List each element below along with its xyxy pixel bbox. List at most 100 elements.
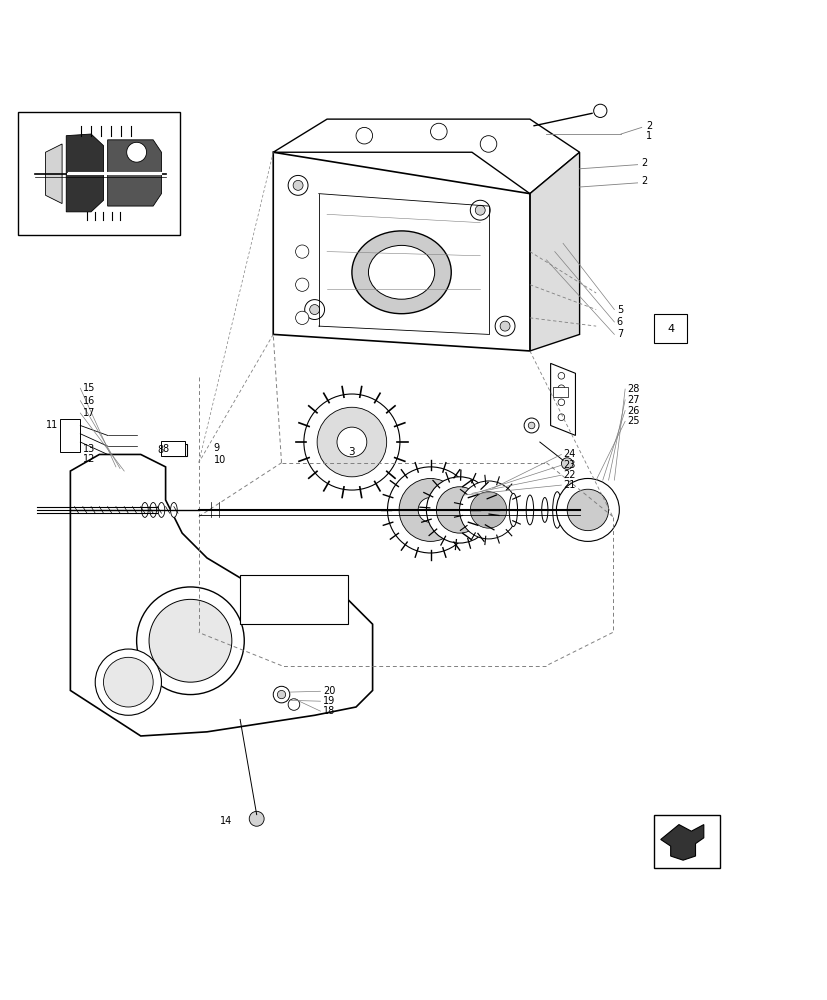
Circle shape [459,481,517,539]
Text: 7: 7 [616,329,623,339]
Bar [240,575,347,624]
Text: 20: 20 [323,686,335,696]
Circle shape [557,385,564,392]
Text: 24: 24 [562,449,575,459]
Circle shape [304,300,324,319]
Polygon shape [529,152,579,351]
Circle shape [470,200,490,220]
Text: 2: 2 [645,121,652,131]
Text: 2: 2 [641,176,648,186]
Text: 4: 4 [667,324,673,334]
Circle shape [426,477,492,543]
Circle shape [566,489,608,531]
Circle shape [249,811,264,826]
Circle shape [277,690,285,699]
Ellipse shape [552,492,561,528]
Text: 6: 6 [616,317,622,327]
Text: 1: 1 [645,131,651,141]
Circle shape [295,311,308,324]
Circle shape [436,487,482,533]
Polygon shape [660,825,703,860]
Circle shape [557,414,564,421]
Circle shape [500,321,509,331]
Bar [160,441,185,456]
Circle shape [288,699,299,710]
Text: 19: 19 [323,696,335,706]
Polygon shape [108,140,161,206]
Circle shape [95,649,161,715]
Text: 9: 9 [213,443,219,453]
Ellipse shape [566,489,576,531]
Text: 16: 16 [83,396,95,406]
Text: 8: 8 [158,445,164,455]
Bar [164,444,187,456]
Circle shape [480,136,496,152]
Ellipse shape [141,502,148,517]
Text: 5: 5 [616,305,623,315]
Circle shape [557,372,564,379]
Circle shape [149,599,232,682]
Circle shape [399,478,461,541]
Text: 25: 25 [627,416,639,426]
Circle shape [295,245,308,258]
Text: 22: 22 [562,470,575,480]
Ellipse shape [526,495,533,525]
Text: 21: 21 [562,480,575,490]
Circle shape [309,305,319,315]
Circle shape [288,175,308,195]
Circle shape [475,205,485,215]
Circle shape [495,316,514,336]
Circle shape [337,427,366,457]
Circle shape [387,467,473,553]
Text: 27: 27 [627,395,639,405]
Polygon shape [45,144,62,204]
Ellipse shape [170,502,177,517]
Circle shape [556,478,619,541]
Bar [653,815,719,868]
Ellipse shape [150,502,156,517]
Text: 18: 18 [323,706,335,716]
Circle shape [528,422,534,429]
Text: 23: 23 [562,460,575,470]
Circle shape [418,498,442,522]
Text: 3: 3 [348,447,355,457]
Polygon shape [66,134,103,212]
Text: 11: 11 [45,420,58,430]
Ellipse shape [368,245,434,299]
Text: 2: 2 [641,158,648,168]
Polygon shape [273,152,529,351]
Circle shape [304,394,399,490]
Bar [60,419,80,452]
Bar [18,112,179,235]
Bar [653,314,686,343]
Ellipse shape [541,498,547,522]
Circle shape [470,492,506,528]
Polygon shape [550,363,575,435]
Ellipse shape [509,493,517,526]
Text: 15: 15 [83,383,95,393]
Circle shape [127,142,146,162]
Text: 13: 13 [83,444,95,454]
Bar [552,387,567,397]
Circle shape [523,418,538,433]
Circle shape [103,657,153,707]
Polygon shape [273,119,579,194]
Circle shape [356,127,372,144]
Text: 10: 10 [213,455,226,465]
Circle shape [430,123,447,140]
Ellipse shape [351,231,451,314]
Circle shape [557,399,564,406]
Circle shape [136,587,244,695]
Circle shape [317,407,386,477]
Text: 14: 14 [219,816,232,826]
Circle shape [293,180,303,190]
Text: 28: 28 [627,384,639,394]
Text: 8: 8 [162,444,168,454]
Text: 17: 17 [83,408,95,418]
Circle shape [561,458,572,469]
Text: 26: 26 [627,406,639,416]
Ellipse shape [158,502,165,517]
Circle shape [273,686,289,703]
Circle shape [295,278,308,291]
Text: 12: 12 [83,454,95,464]
